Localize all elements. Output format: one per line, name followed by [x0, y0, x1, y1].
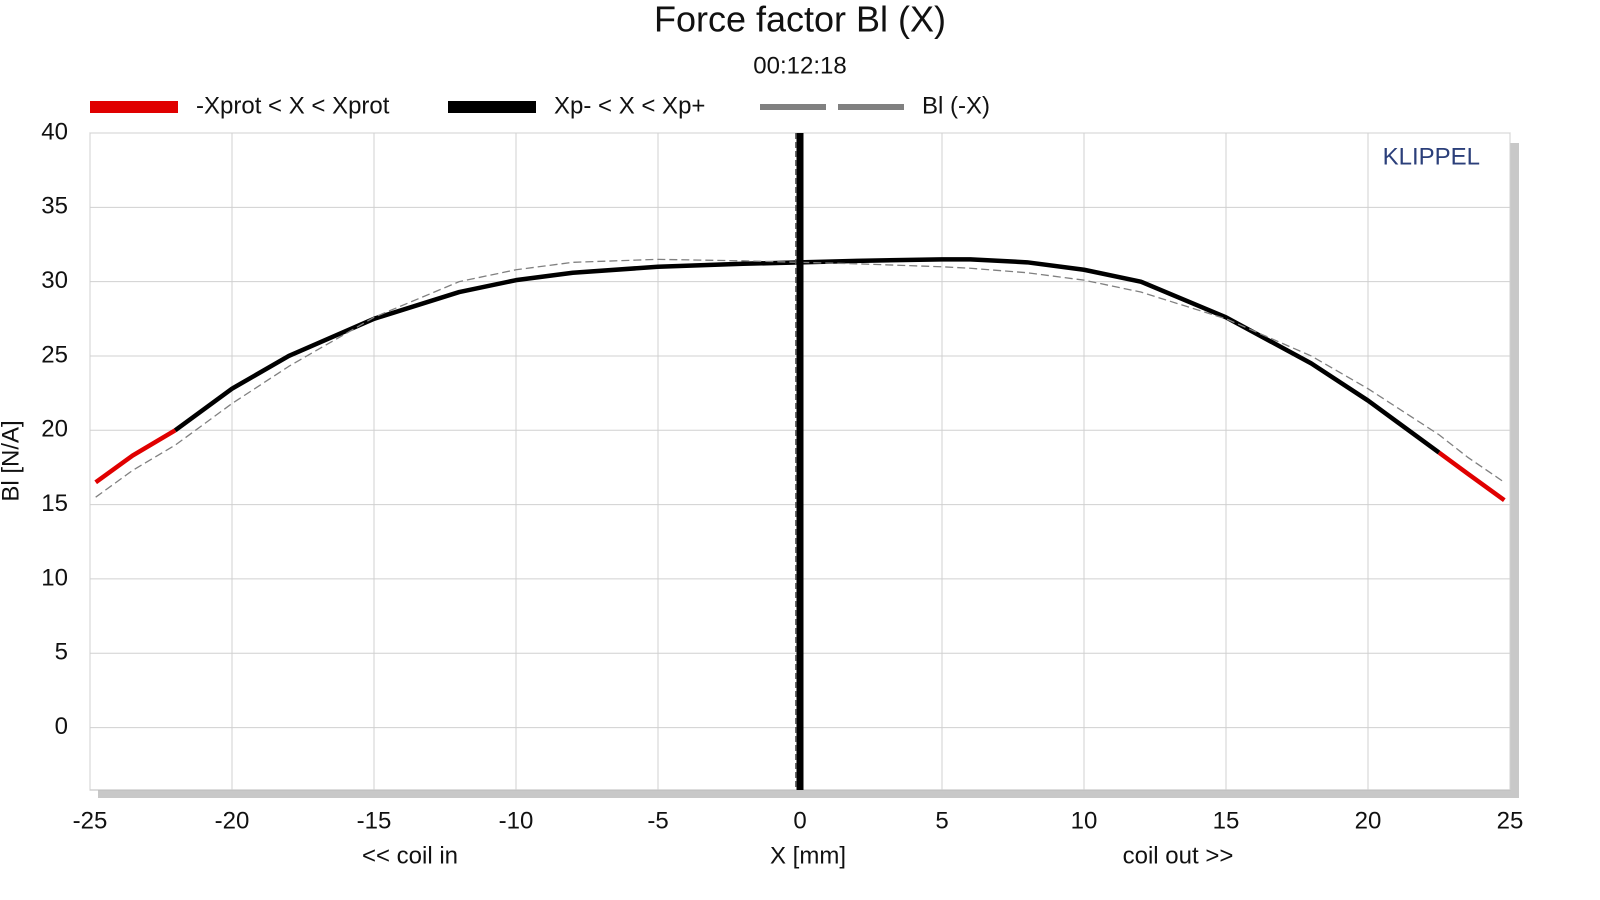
frame-shadow [1510, 143, 1519, 798]
annotation: coil out >> [1123, 842, 1234, 869]
x-tick-label: -5 [647, 807, 668, 834]
y-tick-label: 10 [41, 564, 68, 591]
x-tick-label: -15 [357, 807, 392, 834]
x-tick-label: 10 [1071, 807, 1098, 834]
annotation: << coil in [362, 842, 458, 869]
y-tick-label: 25 [41, 341, 68, 368]
y-tick-label: 40 [41, 118, 68, 145]
line-series [95, 258, 1505, 498]
x-tick-label: 20 [1355, 807, 1382, 834]
x-tick-label: 5 [935, 807, 948, 834]
chart-title: Force factor Bl (X) [654, 0, 946, 40]
y-tick-label: 20 [41, 416, 68, 443]
y-tick-label: 30 [41, 267, 68, 294]
x-axis-label: X [mm] [770, 842, 846, 869]
x-tick-label: -10 [499, 807, 534, 834]
y-tick-label: 0 [55, 713, 68, 740]
legend-label: Xp- < X < Xp+ [554, 92, 705, 119]
y-axis-label: Bl [N/A] [0, 420, 24, 501]
y-tick-label: 15 [41, 490, 68, 517]
x-tick-label: 15 [1213, 807, 1240, 834]
x-tick-label: 0 [793, 807, 806, 834]
line-series [94, 428, 1506, 502]
x-tick-label: -25 [73, 807, 108, 834]
x-tick-label: -20 [215, 807, 250, 834]
annotation: KLIPPEL [1383, 143, 1480, 170]
line-series [173, 257, 1441, 455]
subtitle: 00:12:18 [753, 52, 846, 79]
x-tick-label: 25 [1497, 807, 1524, 834]
y-tick-label: 35 [41, 193, 68, 220]
legend-label: -Xprot < X < Xprot [196, 92, 390, 119]
legend-label: Bl (-X) [922, 92, 990, 119]
frame-shadow [98, 790, 1519, 798]
y-tick-label: 5 [55, 639, 68, 666]
